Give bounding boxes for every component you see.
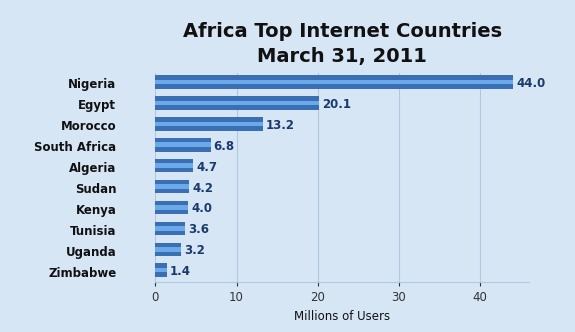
Bar bbox=[155, 142, 210, 147]
Bar bbox=[155, 96, 319, 101]
Text: 20.1: 20.1 bbox=[322, 98, 351, 111]
Bar bbox=[155, 247, 181, 252]
Bar bbox=[155, 101, 319, 105]
Bar bbox=[155, 180, 189, 184]
Text: 6.8: 6.8 bbox=[214, 140, 235, 153]
Bar bbox=[155, 226, 185, 231]
Bar bbox=[155, 189, 189, 193]
Text: 13.2: 13.2 bbox=[266, 119, 295, 132]
Bar bbox=[155, 75, 513, 80]
Text: 4.7: 4.7 bbox=[197, 161, 218, 174]
Text: 3.6: 3.6 bbox=[188, 223, 209, 236]
Bar bbox=[155, 268, 167, 273]
Bar bbox=[155, 273, 167, 277]
Bar bbox=[155, 105, 319, 110]
Text: 4.0: 4.0 bbox=[191, 203, 212, 215]
Text: 4.2: 4.2 bbox=[193, 182, 214, 195]
Bar bbox=[155, 122, 263, 126]
Bar bbox=[155, 84, 513, 89]
Bar bbox=[155, 201, 188, 205]
Bar bbox=[155, 138, 210, 142]
Bar bbox=[155, 252, 181, 256]
Bar bbox=[155, 231, 185, 235]
Bar bbox=[155, 205, 188, 210]
Text: 1.4: 1.4 bbox=[170, 265, 191, 278]
Bar bbox=[155, 168, 193, 172]
Bar bbox=[155, 117, 263, 122]
X-axis label: Millions of Users: Millions of Users bbox=[294, 310, 390, 323]
Text: 44.0: 44.0 bbox=[516, 77, 545, 90]
Bar bbox=[155, 210, 188, 214]
Bar bbox=[155, 264, 167, 268]
Title: Africa Top Internet Countries
March 31, 2011: Africa Top Internet Countries March 31, … bbox=[183, 22, 501, 66]
Bar bbox=[155, 80, 513, 84]
Bar bbox=[155, 163, 193, 168]
Bar bbox=[155, 222, 185, 226]
Bar bbox=[155, 126, 263, 130]
Bar bbox=[155, 159, 193, 163]
Bar bbox=[155, 147, 210, 151]
Bar bbox=[155, 243, 181, 247]
Bar bbox=[155, 184, 189, 189]
Text: 3.2: 3.2 bbox=[185, 244, 205, 257]
